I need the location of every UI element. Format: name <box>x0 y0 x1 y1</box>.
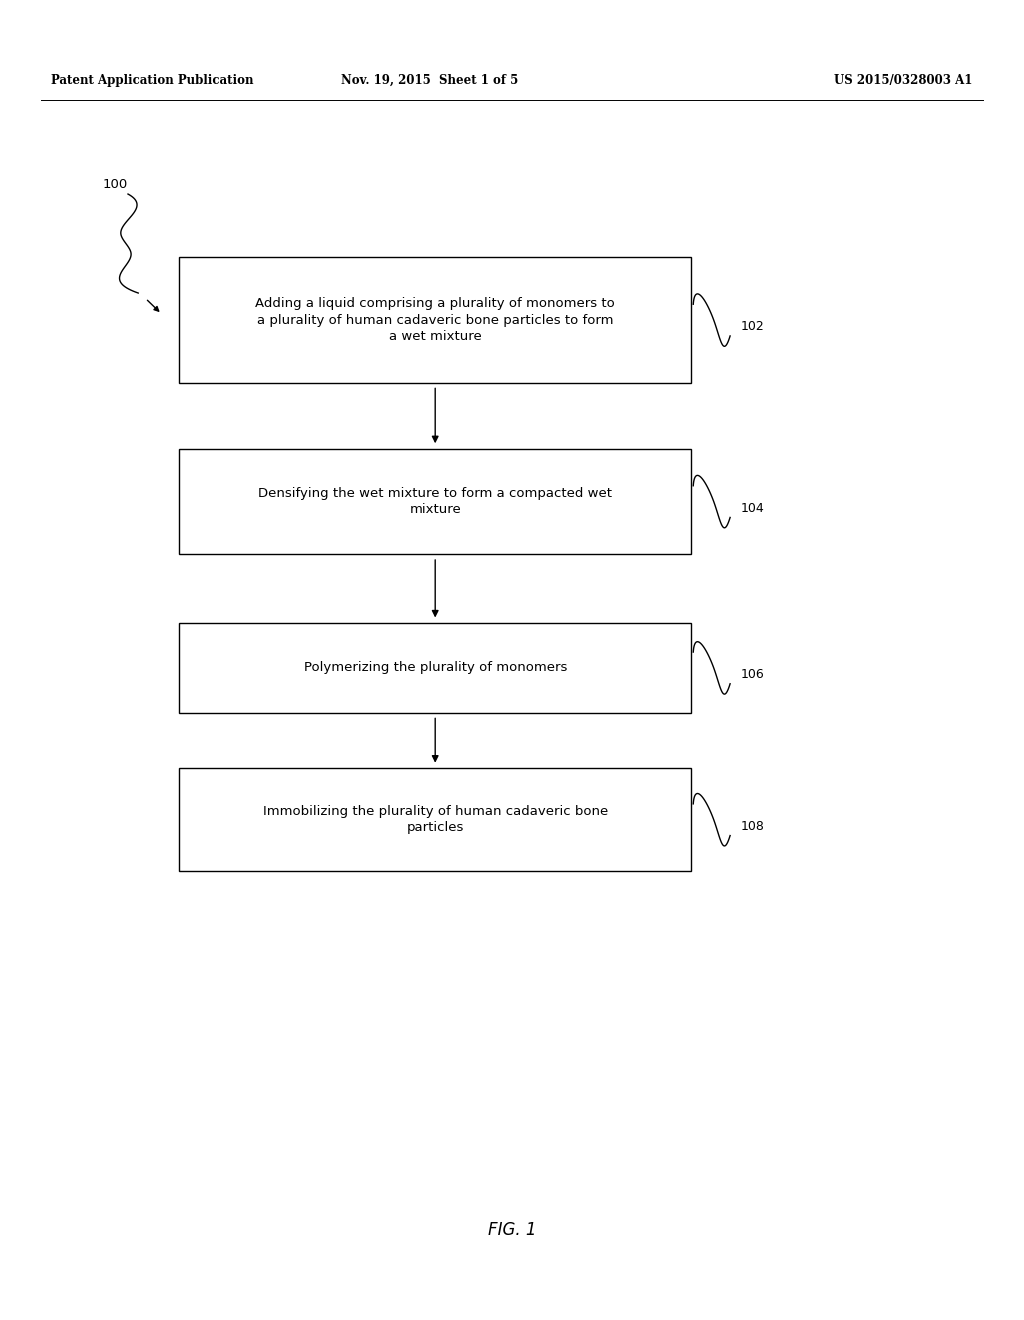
Text: Polymerizing the plurality of monomers: Polymerizing the plurality of monomers <box>303 661 567 675</box>
Text: 100: 100 <box>102 178 128 191</box>
Text: 106: 106 <box>740 668 764 681</box>
Bar <box>179 449 691 554</box>
Bar <box>179 768 691 871</box>
Text: 108: 108 <box>740 820 764 833</box>
Text: FIG. 1: FIG. 1 <box>487 1221 537 1239</box>
Bar <box>179 257 691 383</box>
Text: 102: 102 <box>740 321 764 333</box>
Bar <box>179 623 691 713</box>
Text: Adding a liquid comprising a plurality of monomers to
a plurality of human cadav: Adding a liquid comprising a plurality o… <box>255 297 615 343</box>
Text: Nov. 19, 2015  Sheet 1 of 5: Nov. 19, 2015 Sheet 1 of 5 <box>341 74 519 87</box>
Text: US 2015/0328003 A1: US 2015/0328003 A1 <box>835 74 973 87</box>
Text: Patent Application Publication: Patent Application Publication <box>51 74 254 87</box>
Text: 104: 104 <box>740 502 764 515</box>
Text: Densifying the wet mixture to form a compacted wet
mixture: Densifying the wet mixture to form a com… <box>258 487 612 516</box>
Text: Immobilizing the plurality of human cadaveric bone
particles: Immobilizing the plurality of human cada… <box>262 805 608 834</box>
